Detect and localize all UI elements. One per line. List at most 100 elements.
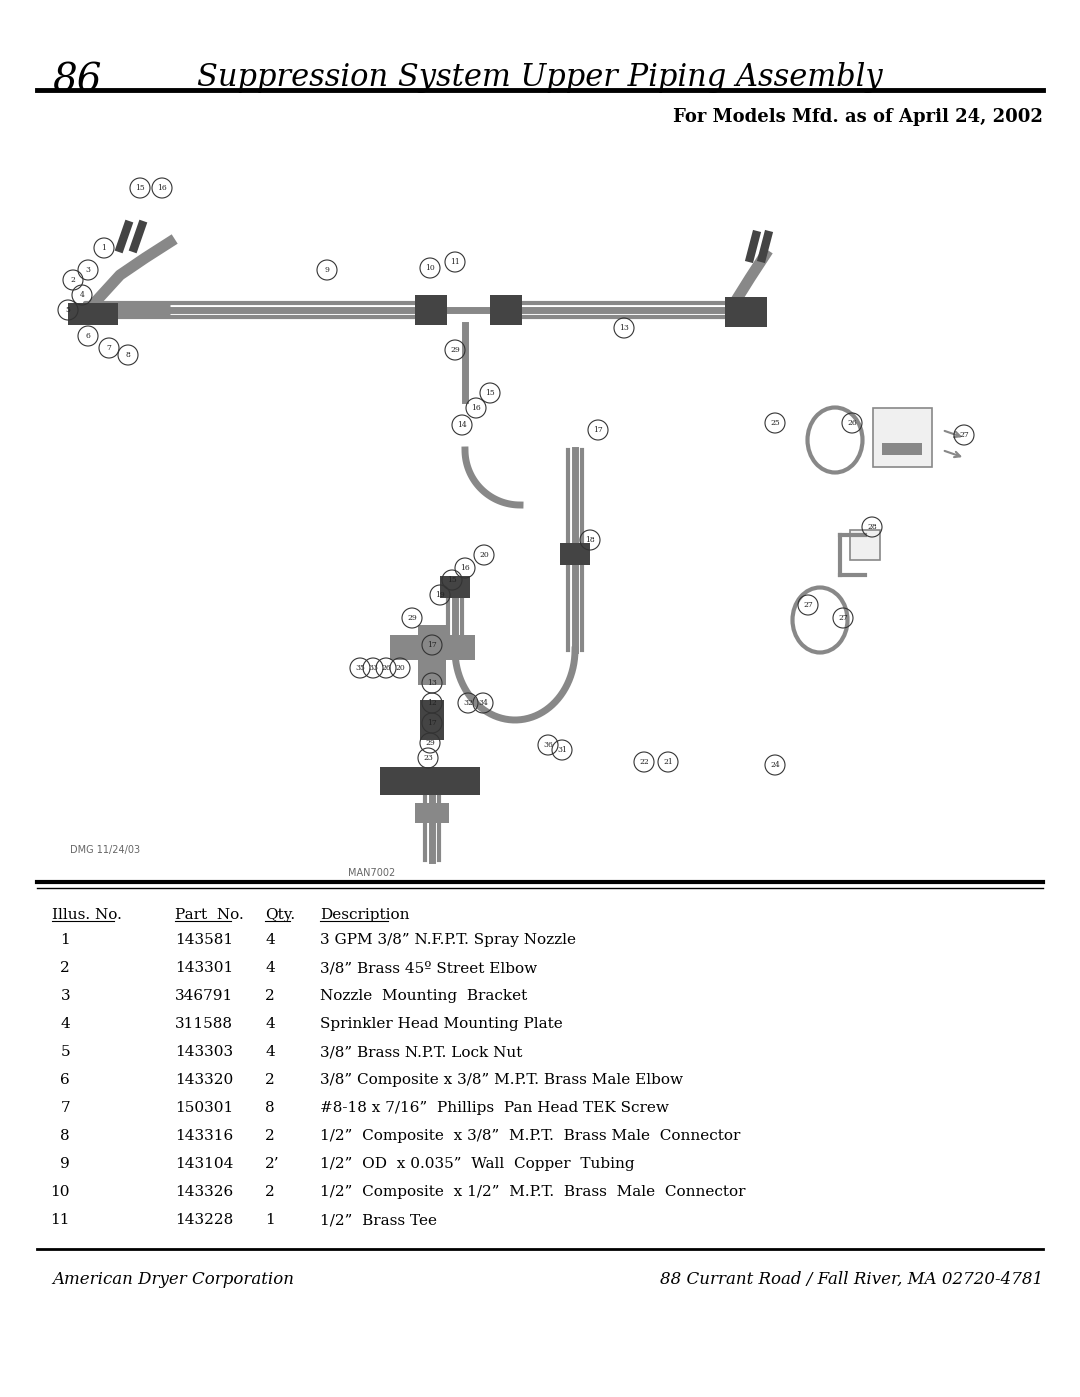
Text: 13: 13: [427, 679, 437, 687]
Text: Part  No.: Part No.: [175, 908, 244, 922]
Text: 15: 15: [485, 388, 495, 397]
Bar: [850, 529, 880, 560]
Text: 3: 3: [85, 265, 91, 274]
Text: 21: 21: [663, 759, 673, 766]
Text: 88 Currant Road / Fall River, MA 02720-4781: 88 Currant Road / Fall River, MA 02720-4…: [660, 1271, 1043, 1288]
Bar: [490, 295, 522, 326]
Text: 3/8” Composite x 3/8” M.P.T. Brass Male Elbow: 3/8” Composite x 3/8” M.P.T. Brass Male …: [320, 1073, 683, 1087]
Text: 32: 32: [463, 698, 473, 707]
Text: Nozzle  Mounting  Bracket: Nozzle Mounting Bracket: [320, 989, 527, 1003]
Text: 33: 33: [368, 664, 378, 672]
Text: 4: 4: [265, 933, 274, 947]
Text: 17: 17: [427, 641, 437, 650]
Text: 5: 5: [66, 306, 70, 314]
Text: 22: 22: [639, 759, 649, 766]
Text: 7: 7: [107, 344, 111, 352]
Text: 346791: 346791: [175, 989, 233, 1003]
Text: 31: 31: [557, 746, 567, 754]
Text: 5: 5: [60, 1045, 70, 1059]
Text: 86: 86: [52, 61, 102, 99]
Bar: [415, 295, 447, 326]
Text: 143326: 143326: [175, 1185, 233, 1199]
Text: 11: 11: [450, 258, 460, 265]
Text: 8: 8: [125, 351, 131, 359]
Text: 17: 17: [593, 426, 603, 434]
Text: 16: 16: [471, 404, 481, 412]
Text: 4: 4: [80, 291, 84, 299]
Text: 20: 20: [480, 550, 489, 559]
Text: 4: 4: [265, 961, 274, 975]
Text: Suppression System Upper Piping Assembly: Suppression System Upper Piping Assembly: [198, 61, 882, 94]
Text: 26: 26: [381, 664, 391, 672]
Text: 4: 4: [265, 1017, 274, 1031]
Text: 8: 8: [60, 1129, 70, 1143]
Bar: [420, 700, 444, 740]
Text: 23: 23: [423, 754, 433, 761]
Text: 143301: 143301: [175, 961, 233, 975]
Text: 12: 12: [427, 698, 437, 707]
Text: 1: 1: [60, 933, 70, 947]
Text: 2: 2: [265, 989, 274, 1003]
Text: 28: 28: [867, 522, 877, 531]
Text: Sprinkler Head Mounting Plate: Sprinkler Head Mounting Plate: [320, 1017, 563, 1031]
Bar: [390, 636, 475, 659]
Text: Illus. No.: Illus. No.: [52, 908, 122, 922]
Bar: [418, 624, 446, 685]
Text: 4: 4: [60, 1017, 70, 1031]
Text: 3: 3: [60, 989, 70, 1003]
Bar: [68, 303, 118, 326]
Text: MAN7002: MAN7002: [348, 868, 395, 877]
Text: 6: 6: [60, 1073, 70, 1087]
Text: 150301: 150301: [175, 1101, 233, 1115]
Text: 3/8” Brass 45º Street Elbow: 3/8” Brass 45º Street Elbow: [320, 961, 537, 975]
Text: 29: 29: [450, 346, 460, 353]
Bar: [882, 443, 922, 455]
Bar: [561, 543, 590, 564]
Text: Qty.: Qty.: [265, 908, 295, 922]
Text: 25: 25: [770, 419, 780, 427]
Text: 15: 15: [447, 576, 457, 584]
Text: 29: 29: [407, 615, 417, 622]
Text: 34: 34: [478, 698, 488, 707]
Text: DMG 11/24/03: DMG 11/24/03: [70, 845, 140, 855]
Bar: [440, 576, 470, 598]
Text: 10: 10: [426, 264, 435, 272]
Text: 3/8” Brass N.P.T. Lock Nut: 3/8” Brass N.P.T. Lock Nut: [320, 1045, 523, 1059]
Text: 143104: 143104: [175, 1157, 233, 1171]
Text: 27: 27: [838, 615, 848, 622]
Text: 1: 1: [265, 1213, 274, 1227]
Text: 27: 27: [804, 601, 813, 609]
Text: 13: 13: [619, 324, 629, 332]
Text: 20: 20: [395, 664, 405, 672]
Text: 3 GPM 3/8” N.F.P.T. Spray Nozzle: 3 GPM 3/8” N.F.P.T. Spray Nozzle: [320, 933, 576, 947]
Text: 15: 15: [135, 184, 145, 191]
Text: 143316: 143316: [175, 1129, 233, 1143]
Text: 35: 35: [355, 664, 365, 672]
Text: 18: 18: [585, 536, 595, 543]
Text: 311588: 311588: [175, 1017, 233, 1031]
Text: 6: 6: [85, 332, 91, 339]
Text: 10: 10: [51, 1185, 70, 1199]
Text: American Dryer Corporation: American Dryer Corporation: [52, 1271, 294, 1288]
Text: 2: 2: [265, 1185, 274, 1199]
Text: 9: 9: [60, 1157, 70, 1171]
Text: 1/2”  Composite  x 1/2”  M.P.T.  Brass  Male  Connector: 1/2” Composite x 1/2” M.P.T. Brass Male …: [320, 1185, 745, 1199]
Text: 16: 16: [460, 564, 470, 571]
Text: 7: 7: [60, 1101, 70, 1115]
Text: 2’: 2’: [265, 1157, 280, 1171]
Text: 9: 9: [325, 265, 329, 274]
Text: 29: 29: [426, 739, 435, 747]
Text: 17: 17: [427, 719, 437, 726]
Text: 143303: 143303: [175, 1045, 233, 1059]
Text: 1/2”  Brass Tee: 1/2” Brass Tee: [320, 1213, 437, 1227]
Text: 2: 2: [60, 961, 70, 975]
Text: 14: 14: [457, 420, 467, 429]
Text: 1: 1: [102, 244, 107, 251]
Text: 2: 2: [265, 1129, 274, 1143]
Bar: [415, 803, 449, 823]
Text: 27: 27: [959, 432, 969, 439]
Text: #8-18 x 7/16”  Phillips  Pan Head TEK Screw: #8-18 x 7/16” Phillips Pan Head TEK Scre…: [320, 1101, 669, 1115]
Text: 26: 26: [847, 419, 856, 427]
Text: 4: 4: [265, 1045, 274, 1059]
Bar: [380, 767, 480, 795]
